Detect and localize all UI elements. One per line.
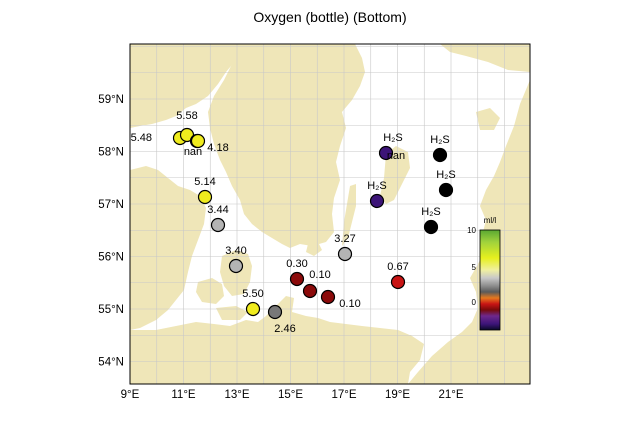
colorbar: ml/l 10 5 0 [467,216,501,331]
longitude-ticks: 9°E 11°E 13°E 15°E 17°E 19°E 21°E [121,389,464,401]
land-gotland [380,146,410,204]
station-value-label: 5.50 [242,288,263,300]
x-tick-label: 11°E [171,389,196,401]
station-value-label: 5.48 [131,132,152,144]
latitude-ticks: 59°N 58°N 57°N 56°N 55°N 54°N [98,94,124,369]
land-saaremaa [476,108,500,130]
y-tick-label: 54°N [98,357,124,369]
station-marker [228,258,244,274]
station: 5.58 [176,110,198,143]
station-value-label: 5.58 [176,110,197,122]
y-tick-label: 57°N [98,199,124,211]
station: H₂S [430,134,450,163]
station-marker [438,182,454,198]
station-marker [378,145,394,161]
station-value-label: 3.40 [225,245,246,257]
colorbar-tick-0: 0 [472,298,477,307]
x-tick-label: 19°E [385,389,410,401]
y-tick-label: 55°N [98,304,124,316]
station: 3.44 [207,204,229,233]
map-frame [129,43,531,385]
station-marker [190,133,206,149]
station: 4.18 [190,133,229,154]
y-tick-label: 59°N [98,94,124,106]
station-value-label: 0.30 [286,258,307,270]
station-marker [197,189,213,205]
station-value-label: 3.27 [334,233,355,245]
land-norway [130,44,240,128]
station: 0.10 [302,269,331,299]
station-marker [390,274,406,290]
colorbar-gradient [479,229,501,331]
land-masses [130,44,530,384]
colorbar-unit: ml/l [484,216,497,225]
station-value-label: H₂S [430,134,450,146]
station-marker [337,246,353,262]
land-south-coast [130,296,424,384]
colorbar-tick-5: 5 [472,263,477,272]
y-tick-label: 56°N [98,252,124,264]
land-jutland [130,166,206,330]
station-value-label: 0.67 [387,261,408,273]
station-marker [320,289,336,305]
station: 3.40 [225,245,247,274]
land-bornholm [306,242,322,256]
x-tick-label: 15°E [278,389,303,401]
station: 2.46 [267,304,296,335]
x-tick-label: 21°E [438,389,463,401]
station-value-label: nan [184,146,202,158]
station-value-label: H₂S [421,206,441,218]
station-value-label: H₂S [436,169,456,181]
station-value-label: 3.44 [207,204,228,216]
station-marker [432,147,448,163]
y-tick-label: 58°N [98,147,124,159]
land-sweden [208,44,365,248]
x-tick-label: 13°E [224,389,249,401]
station-marker [423,219,439,235]
station: 5.14 [194,176,216,205]
station-marker [289,271,305,287]
station: 0.67 [387,261,409,290]
station-value-label: 4.18 [207,142,228,154]
station-marker [267,304,283,320]
station: 0.30 [286,258,308,287]
station-marker [245,301,261,317]
map-area [130,44,530,384]
station-value-label: 5.14 [194,176,215,188]
station: 3.27 [334,233,356,262]
station: 0.10 [320,289,361,310]
station-marker [369,193,385,209]
colorbar-tick-10: 10 [467,226,476,235]
station: H₂S nan [378,132,405,162]
station: H₂S [421,206,441,235]
graticule [130,44,530,384]
station-marker [302,283,318,299]
station: H₂S [367,180,387,209]
station-value-label: 0.10 [339,298,360,310]
station-value-label: H₂S [367,180,387,192]
land-north-east [440,44,530,72]
station-marker [210,217,226,233]
station: 5.50 [242,288,264,317]
station: H₂S [436,169,456,198]
x-tick-label: 9°E [121,389,140,401]
station-value-label: H₂S [383,132,403,144]
x-tick-label: 17°E [331,389,356,401]
station-extra-label: nan [387,150,405,162]
land-lolland [216,306,248,320]
map-title: Oxygen (bottle) (Bottom) [253,9,406,25]
station-value-label: 0.10 [309,269,330,281]
station-value-label: 2.46 [274,323,295,335]
